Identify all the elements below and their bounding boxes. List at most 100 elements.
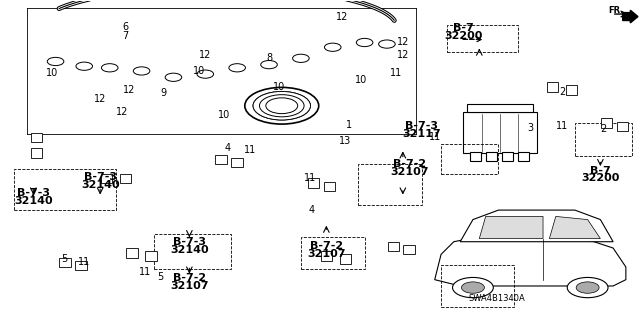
Bar: [31, 133, 42, 142]
Text: 8: 8: [266, 53, 272, 63]
Circle shape: [229, 64, 246, 72]
Text: B-7-3: B-7-3: [406, 121, 438, 131]
Bar: [216, 155, 227, 164]
Text: 7: 7: [122, 31, 129, 41]
Text: 9: 9: [161, 88, 167, 98]
Text: B-7-3: B-7-3: [84, 172, 116, 182]
Text: 12: 12: [94, 94, 106, 104]
Circle shape: [292, 54, 309, 63]
Text: 2: 2: [559, 86, 565, 97]
Text: 32107: 32107: [170, 281, 209, 291]
Bar: [617, 122, 628, 131]
Circle shape: [567, 278, 608, 298]
Text: SWA4B1340A: SWA4B1340A: [468, 294, 525, 303]
Text: 32140: 32140: [81, 180, 120, 190]
Circle shape: [260, 61, 277, 69]
Text: 12: 12: [123, 85, 135, 95]
Bar: [308, 178, 319, 188]
Bar: [566, 85, 577, 95]
Bar: [145, 251, 157, 261]
Text: 32117: 32117: [403, 129, 441, 139]
Circle shape: [76, 62, 93, 70]
Bar: [502, 152, 513, 161]
Text: B-7: B-7: [453, 23, 474, 33]
Bar: [601, 118, 612, 128]
Text: 32200: 32200: [444, 31, 483, 41]
Bar: [403, 245, 415, 254]
Bar: [441, 144, 499, 174]
Circle shape: [324, 43, 341, 51]
Circle shape: [379, 40, 395, 48]
Text: 32200: 32200: [581, 174, 620, 183]
Circle shape: [165, 73, 182, 81]
Circle shape: [101, 64, 118, 72]
Text: B-7-3: B-7-3: [173, 237, 206, 247]
Bar: [467, 104, 534, 112]
Text: B-7: B-7: [590, 166, 611, 175]
Text: 13: 13: [339, 136, 351, 145]
Bar: [321, 251, 332, 261]
Bar: [154, 234, 231, 269]
Bar: [31, 148, 42, 158]
Polygon shape: [479, 216, 543, 239]
Text: 6: 6: [123, 22, 129, 32]
Text: 10: 10: [46, 68, 58, 78]
Text: 5: 5: [157, 271, 164, 281]
Text: 11: 11: [78, 257, 90, 267]
Text: 11: 11: [390, 68, 403, 78]
Text: B-7-2: B-7-2: [173, 273, 206, 283]
Text: 10: 10: [273, 82, 285, 92]
Text: B-7-3: B-7-3: [17, 188, 50, 198]
Text: 32140: 32140: [170, 245, 209, 255]
Bar: [358, 164, 422, 205]
Text: 2: 2: [600, 124, 607, 135]
Text: B-7-2: B-7-2: [310, 241, 343, 251]
Bar: [441, 265, 515, 307]
FancyArrow shape: [623, 10, 638, 23]
Bar: [60, 257, 71, 267]
Polygon shape: [549, 216, 600, 239]
Bar: [301, 237, 365, 269]
Text: 4: 4: [308, 205, 315, 215]
Text: 32107: 32107: [307, 249, 346, 259]
Bar: [340, 254, 351, 264]
Bar: [547, 82, 558, 92]
Circle shape: [197, 70, 214, 78]
Text: 11: 11: [304, 174, 317, 183]
Circle shape: [576, 282, 599, 293]
Bar: [100, 174, 112, 183]
Text: 11: 11: [429, 132, 441, 142]
Text: 12: 12: [397, 38, 409, 48]
Text: 12: 12: [199, 50, 211, 60]
Bar: [388, 242, 399, 251]
Bar: [232, 158, 243, 167]
Bar: [518, 152, 529, 161]
Bar: [486, 152, 497, 161]
Bar: [76, 261, 87, 270]
Text: 12: 12: [397, 50, 409, 60]
Bar: [463, 112, 537, 153]
Text: 11: 11: [556, 121, 568, 131]
Circle shape: [253, 92, 310, 120]
Circle shape: [452, 278, 493, 298]
Text: B-7-2: B-7-2: [393, 159, 426, 169]
Bar: [120, 174, 131, 183]
Text: 11: 11: [244, 145, 256, 155]
Polygon shape: [460, 210, 613, 242]
Circle shape: [47, 57, 64, 66]
Text: 1: 1: [346, 120, 352, 130]
Text: 5: 5: [61, 254, 67, 264]
Text: 12: 12: [116, 107, 129, 117]
Circle shape: [356, 38, 373, 47]
Text: 10: 10: [355, 76, 367, 85]
Circle shape: [133, 67, 150, 75]
Bar: [575, 123, 632, 156]
Text: 10: 10: [193, 66, 205, 76]
Text: 11: 11: [139, 267, 151, 277]
Bar: [447, 25, 518, 52]
Text: 3: 3: [527, 123, 533, 133]
Circle shape: [245, 87, 319, 124]
Bar: [126, 248, 138, 257]
Text: FR.: FR.: [609, 6, 624, 15]
Text: 12: 12: [336, 12, 349, 22]
